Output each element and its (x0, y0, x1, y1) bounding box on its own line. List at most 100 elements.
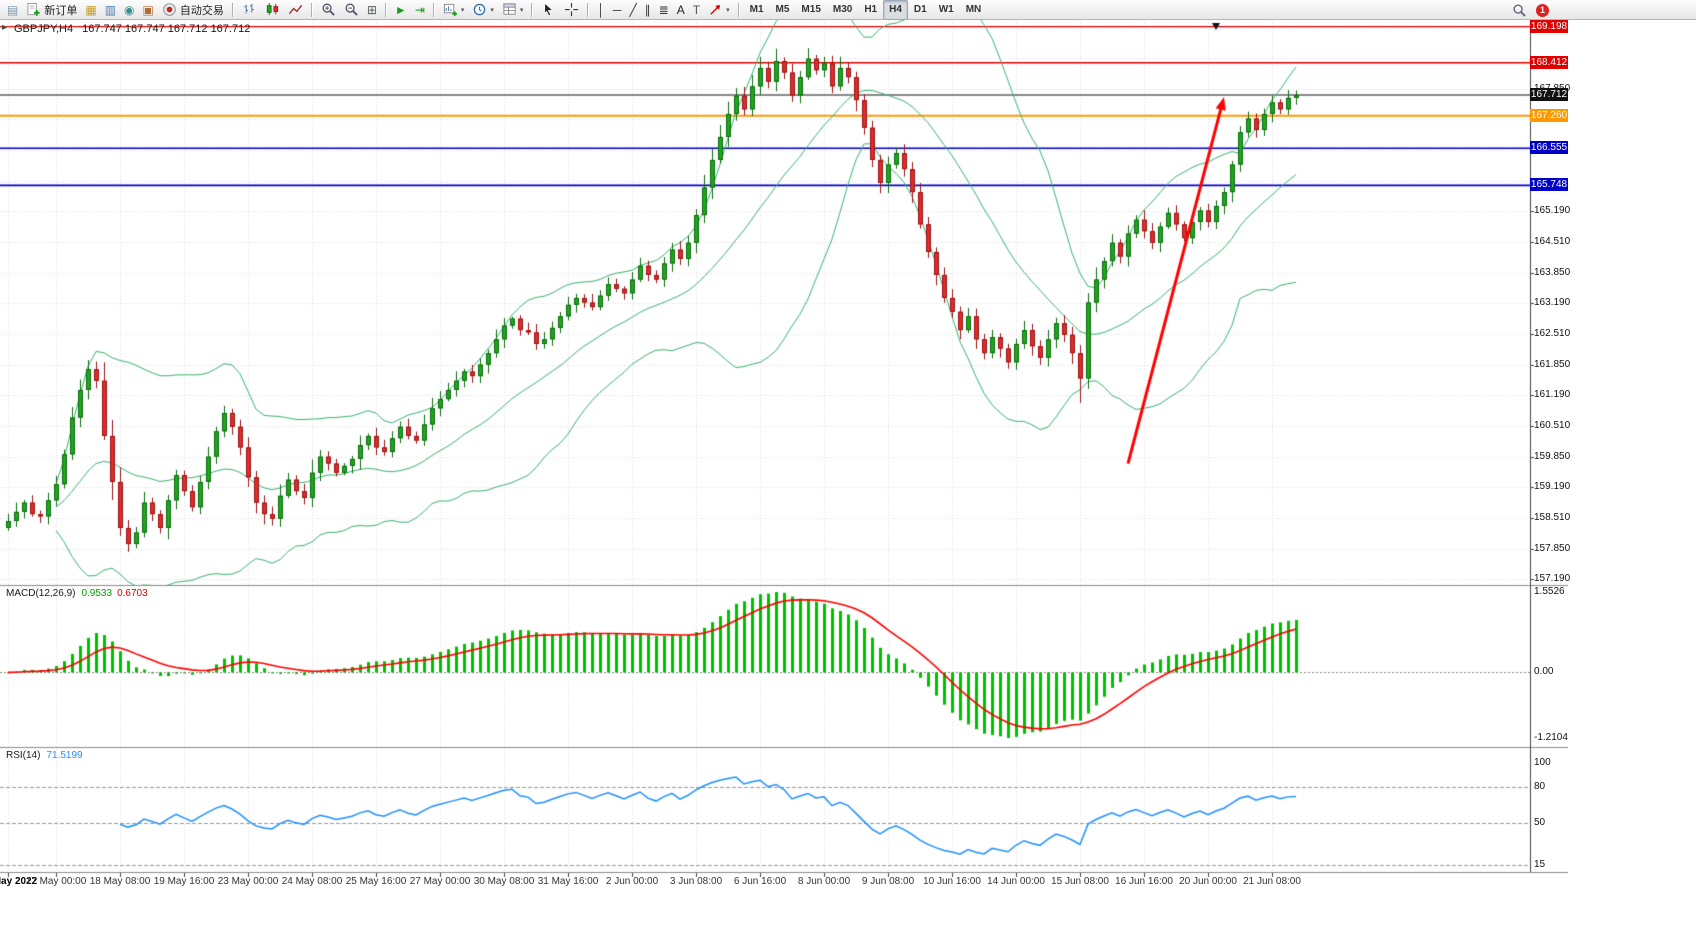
timeframe-m1[interactable]: M1 (744, 0, 770, 20)
macd-indicator-name: MACD(12,26,9) (6, 588, 76, 599)
timeframe-w1[interactable]: W1 (933, 0, 960, 20)
timeframe-m15-label: M15 (801, 4, 821, 15)
fibonacci-button[interactable]: ≣ (655, 0, 673, 20)
timeframe-m5-label: M5 (775, 4, 790, 15)
timeframe-h4-label: H4 (889, 4, 902, 15)
macd-main-value: 0.9533 (81, 588, 113, 599)
notification-badge[interactable]: 1 (1536, 3, 1549, 17)
zoom-out-icon (344, 2, 359, 17)
rsi-panel-label: RSI(14) 71.5199 (6, 750, 83, 761)
toolbar-separator (531, 2, 534, 17)
line-chart-icon (288, 2, 303, 17)
candlestick-chart-button[interactable] (261, 0, 284, 20)
templates-icon (502, 2, 517, 17)
cursor-icon (541, 2, 556, 17)
autotrading-button-label: 自动交易 (179, 4, 224, 17)
navigator-icon: ◉ (124, 2, 135, 17)
vertical-line-icon: │ (597, 2, 605, 17)
label-tool-button[interactable]: T (689, 0, 704, 20)
bar-chart-button[interactable] (238, 0, 261, 20)
navigator-button[interactable]: ◉ (120, 0, 138, 20)
fibonacci-icon: ≣ (658, 2, 669, 17)
horizontal-line-button[interactable]: ─ (609, 0, 626, 20)
chart-canvas[interactable] (0, 20, 1568, 890)
new-order-button[interactable]: 新订单 (22, 0, 81, 20)
chart-header: GBPJPY,H4 167.747 167.747 167.712 167.712 (14, 23, 250, 35)
macd-panel-label: MACD(12,26,9) 0.9533 0.6703 (6, 588, 148, 599)
symbol-period-label: GBPJPY,H4 (14, 23, 74, 35)
timeframe-d1[interactable]: D1 (908, 0, 933, 20)
rsi-indicator-name: RSI(14) (6, 750, 41, 761)
timeframe-w1-label: W1 (938, 4, 954, 15)
timeframe-mn[interactable]: MN (960, 0, 988, 20)
toolbar-separator (587, 2, 590, 17)
timeframe-m1-label: M1 (749, 4, 764, 15)
rsi-value: 71.5199 (46, 750, 83, 761)
channel-button[interactable]: ∥ (641, 0, 655, 20)
profiles-button[interactable]: ▾ (468, 0, 498, 20)
trendline-icon: ╱ (629, 2, 637, 17)
toolbar-separator (432, 2, 435, 17)
toolbar-separator (231, 2, 234, 17)
new-order-button-label: 新订单 (44, 4, 78, 17)
search-button[interactable] (1508, 0, 1531, 20)
new-chart-icon (443, 2, 458, 17)
zoom-in-button[interactable] (317, 0, 340, 20)
toolbar-separator (384, 2, 387, 17)
label-tool-icon: T (692, 2, 701, 17)
text-tool-icon: A (676, 2, 685, 17)
toolbar: ▤ 新订单 ▦ ▥ ◉ ▣ 自动交易 ⊞ ► ⇥ ▾ ▾ ▾ │ ─ ╱ ∥ ≣ A T ▾ M1 M5 M15 M30 H1 H4… (0, 0, 1696, 20)
toolbar-right: 1 (1508, 0, 1549, 20)
timeframe-h1[interactable]: H1 (858, 0, 883, 20)
zoom-in-icon (321, 2, 336, 17)
market-watch-button[interactable]: ▦ (81, 0, 100, 20)
chart-shift-icon: ⇥ (414, 2, 425, 17)
terminal-button[interactable]: ▣ (139, 0, 158, 20)
zoom-out-button[interactable] (340, 0, 363, 20)
bar-chart-icon (242, 2, 257, 17)
search-icon (1512, 3, 1527, 18)
horizontal-line-icon: ─ (612, 2, 622, 17)
crosshair-icon (564, 2, 579, 17)
autotrading-button[interactable]: 自动交易 (158, 0, 228, 20)
timeframe-m15[interactable]: M15 (795, 0, 826, 20)
timeframe-m30[interactable]: M30 (827, 0, 858, 20)
line-chart-button[interactable] (284, 0, 307, 20)
new-chart-button[interactable]: ▾ (439, 0, 469, 20)
templates-button[interactable]: ▾ (498, 0, 528, 20)
tile-windows-button[interactable]: ⊞ (363, 0, 381, 20)
dropdown-caret-icon: ▾ (490, 6, 494, 14)
toolbar-separator (737, 2, 740, 17)
toolbar-separator (310, 2, 313, 17)
autotrading-icon (162, 2, 177, 17)
auto-scroll-icon: ► (394, 2, 407, 17)
one-click-trading-toggle[interactable]: ▸ (2, 22, 8, 33)
chart-window-button[interactable]: ▤ (3, 0, 22, 20)
chart-shift-button[interactable]: ⇥ (411, 0, 429, 20)
new-order-icon (26, 2, 41, 17)
dropdown-caret-icon: ▾ (460, 6, 465, 14)
timeframe-d1-label: D1 (913, 4, 927, 15)
timeframe-m5[interactable]: M5 (770, 0, 796, 20)
dropdown-caret-icon: ▾ (726, 6, 730, 14)
trendline-button[interactable]: ╱ (625, 0, 640, 20)
arrows-tool-button[interactable]: ▾ (704, 0, 734, 20)
crosshair-button[interactable] (560, 0, 583, 20)
candlestick-chart-icon (265, 2, 280, 17)
timeframe-m30-label: M30 (832, 4, 853, 15)
data-window-icon: ▥ (104, 2, 117, 17)
channel-icon: ∥ (644, 2, 651, 17)
cursor-button[interactable] (537, 0, 560, 20)
timeframe-h4[interactable]: H4 (883, 0, 908, 20)
chart-window-icon: ▤ (7, 2, 19, 17)
macd-signal-value: 0.6703 (117, 588, 148, 599)
timeframe-mn-label: MN (965, 4, 982, 15)
data-window-button[interactable]: ▥ (101, 0, 120, 20)
text-tool-button[interactable]: A (673, 0, 689, 20)
profiles-icon (472, 2, 487, 17)
terminal-icon: ▣ (142, 2, 154, 17)
ohlc-values: 167.747 167.747 167.712 167.712 (82, 23, 251, 35)
vertical-line-button[interactable]: │ (593, 0, 609, 20)
auto-scroll-button[interactable]: ► (391, 0, 411, 20)
